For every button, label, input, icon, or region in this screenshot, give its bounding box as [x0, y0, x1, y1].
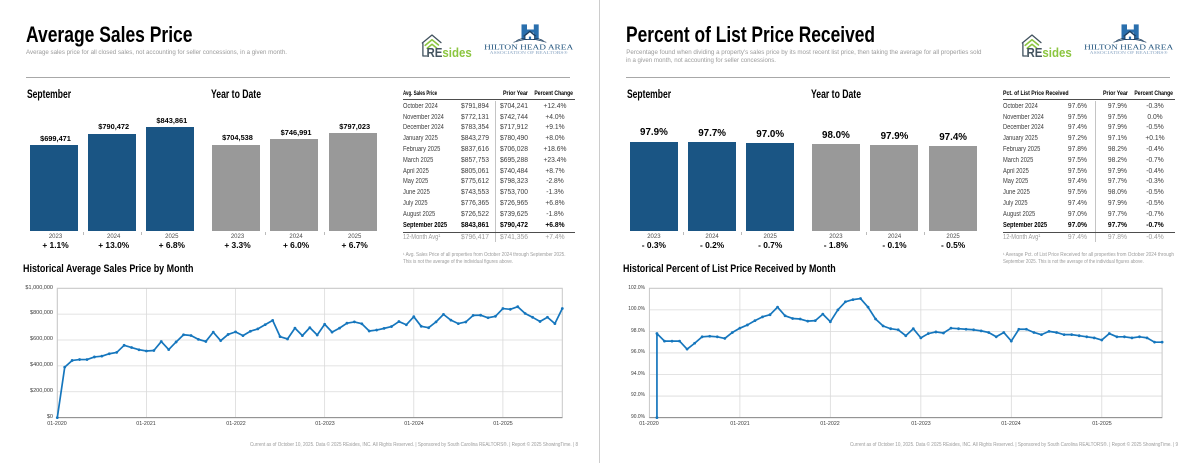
svg-text:ASSOCIATION OF REALTORS®: ASSOCIATION OF REALTORS® [1090, 50, 1169, 55]
svg-text:HILTON HEAD AREA: HILTON HEAD AREA [1084, 43, 1173, 51]
svg-text:HILTON HEAD AREA: HILTON HEAD AREA [484, 43, 573, 51]
svg-text:REsides: REsides [1027, 45, 1072, 60]
svg-text:REsides: REsides [427, 45, 472, 60]
svg-text:ASSOCIATION OF REALTORS®: ASSOCIATION OF REALTORS® [490, 50, 569, 55]
